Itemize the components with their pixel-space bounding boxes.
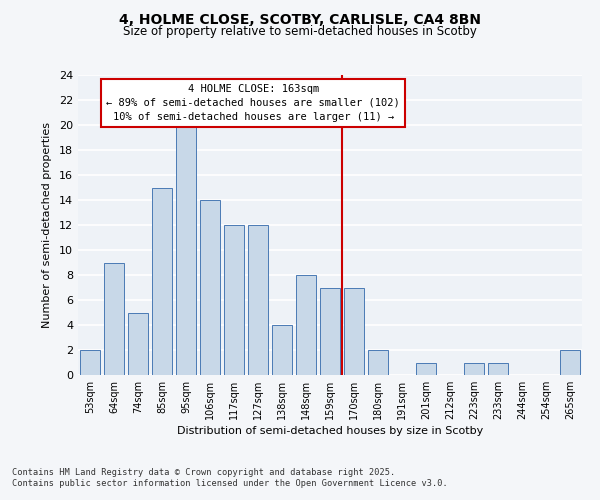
- Bar: [416, 362, 436, 375]
- Bar: [560, 350, 580, 375]
- Bar: [272, 325, 292, 375]
- Bar: [104, 262, 124, 375]
- Bar: [344, 288, 364, 375]
- Bar: [176, 125, 196, 375]
- Bar: [248, 225, 268, 375]
- Text: Size of property relative to semi-detached houses in Scotby: Size of property relative to semi-detach…: [123, 25, 477, 38]
- Bar: [296, 275, 316, 375]
- X-axis label: Distribution of semi-detached houses by size in Scotby: Distribution of semi-detached houses by …: [177, 426, 483, 436]
- Bar: [200, 200, 220, 375]
- Text: Contains HM Land Registry data © Crown copyright and database right 2025.
Contai: Contains HM Land Registry data © Crown c…: [12, 468, 448, 487]
- Bar: [464, 362, 484, 375]
- Text: 4 HOLME CLOSE: 163sqm
← 89% of semi-detached houses are smaller (102)
10% of sem: 4 HOLME CLOSE: 163sqm ← 89% of semi-deta…: [106, 84, 400, 122]
- Bar: [80, 350, 100, 375]
- Text: 4, HOLME CLOSE, SCOTBY, CARLISLE, CA4 8BN: 4, HOLME CLOSE, SCOTBY, CARLISLE, CA4 8B…: [119, 12, 481, 26]
- Bar: [224, 225, 244, 375]
- Bar: [368, 350, 388, 375]
- Bar: [152, 188, 172, 375]
- Bar: [128, 312, 148, 375]
- Bar: [320, 288, 340, 375]
- Y-axis label: Number of semi-detached properties: Number of semi-detached properties: [42, 122, 52, 328]
- Bar: [488, 362, 508, 375]
